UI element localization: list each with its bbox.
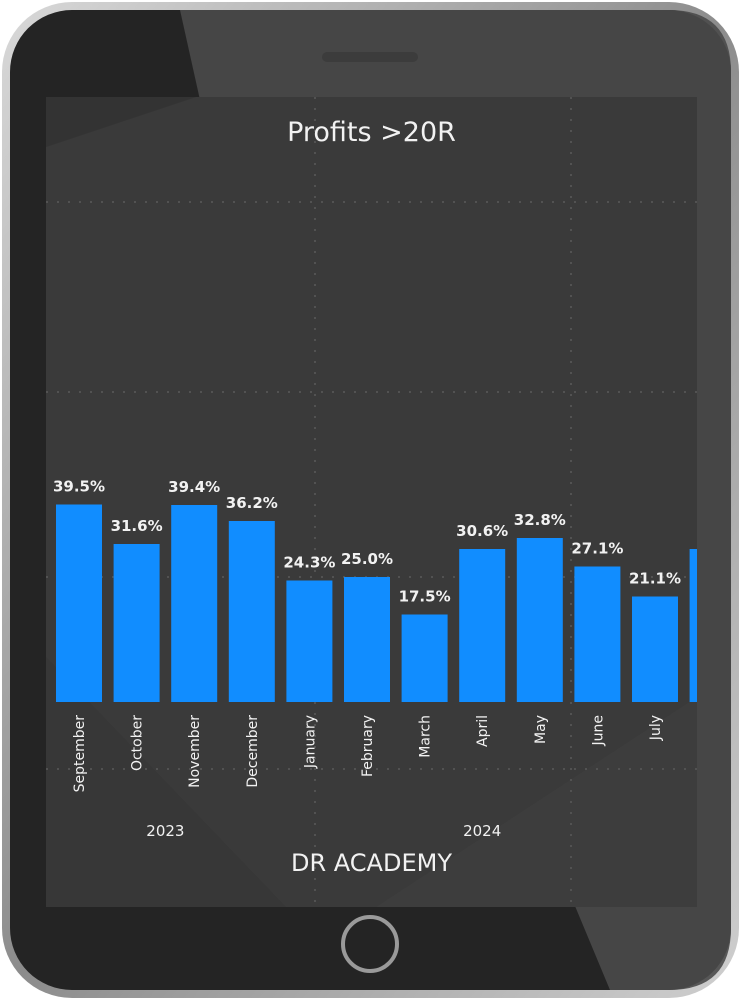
bar-march[interactable]	[401, 614, 448, 703]
bar-september[interactable]	[56, 504, 102, 703]
value-labels: 39.5% 31.6% 39.4% 36.2% 24.3% 25.0% 17.5% 30.6%…	[53, 478, 681, 606]
bar-november[interactable]	[171, 505, 218, 702]
bar-chart: 39.5% 31.6% 39.4% 36.2% 24.3% 25.0% 17.5% 30.6%…	[46, 97, 697, 907]
x-label-june: June	[590, 715, 606, 747]
x-label-may: May	[533, 715, 549, 744]
x-label-september: September	[72, 715, 88, 793]
bar-october[interactable]	[113, 544, 160, 702]
bar-january[interactable]	[286, 580, 333, 703]
value-label-april: 30.6%	[456, 522, 508, 540]
home-button[interactable]	[341, 915, 399, 973]
x-label-march: March	[418, 715, 434, 758]
chart-title: Profits >20R	[287, 117, 456, 148]
bar-july[interactable]	[632, 596, 678, 703]
value-label-october: 31.6%	[111, 517, 163, 535]
brand-footer: DR ACADEMY	[291, 849, 452, 877]
x-label-november: November	[187, 715, 203, 788]
x-label-april: April	[475, 715, 491, 747]
bar-december[interactable]	[228, 521, 275, 702]
year-label-2023: 2023	[146, 822, 184, 840]
chart-screen: 39.5% 31.6% 39.4% 36.2% 24.3% 25.0% 17.5% 30.6%…	[46, 97, 697, 907]
year-labels: 2023 2024	[146, 822, 501, 840]
value-label-september: 39.5%	[53, 478, 105, 496]
value-label-november: 39.4%	[168, 478, 220, 496]
x-axis-labels: September October November December January F…	[72, 715, 664, 793]
x-label-october: October	[130, 715, 146, 771]
bar-august[interactable]	[689, 549, 697, 702]
year-label-2024: 2024	[463, 822, 501, 840]
bar-june[interactable]	[574, 566, 621, 703]
x-label-february: February	[360, 715, 376, 777]
x-label-january: January	[302, 715, 318, 769]
bars	[56, 504, 697, 703]
value-label-july: 21.1%	[629, 570, 681, 588]
bar-april[interactable]	[459, 549, 506, 702]
value-label-december: 36.2%	[226, 494, 278, 512]
speaker-grille	[322, 52, 418, 62]
bar-february[interactable]	[344, 577, 390, 702]
value-label-may: 32.8%	[514, 511, 566, 529]
value-label-february: 25.0%	[341, 550, 393, 568]
x-label-december: December	[245, 715, 261, 788]
value-label-june: 27.1%	[571, 540, 623, 558]
bar-may[interactable]	[516, 538, 563, 702]
value-label-march: 17.5%	[399, 588, 451, 606]
value-label-january: 24.3%	[283, 554, 335, 572]
x-label-july: July	[648, 715, 664, 741]
